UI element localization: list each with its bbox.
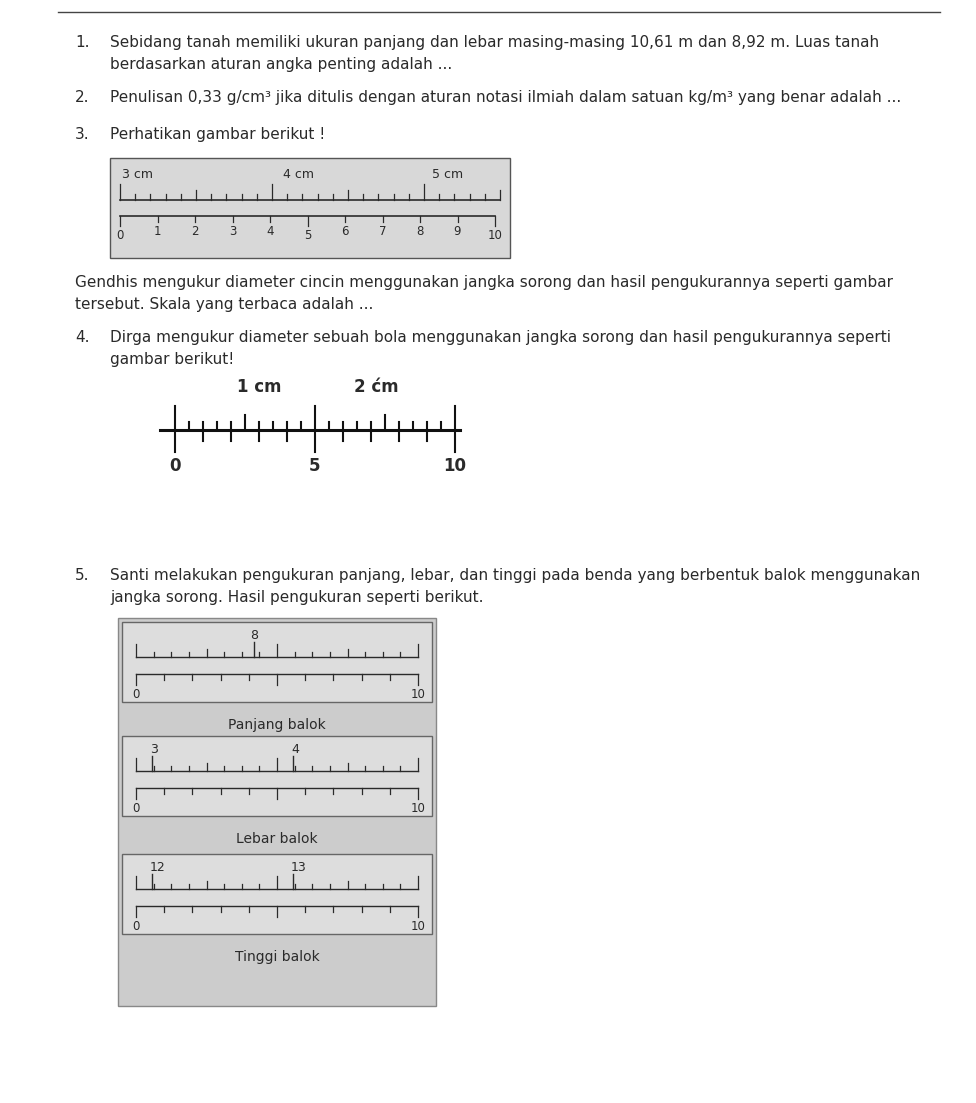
- Text: 12: 12: [150, 861, 166, 874]
- Text: 1.: 1.: [75, 35, 90, 50]
- Text: berdasarkan aturan angka penting adalah ...: berdasarkan aturan angka penting adalah …: [110, 57, 452, 72]
- Text: 4: 4: [291, 743, 299, 756]
- Text: Tinggi balok: Tinggi balok: [234, 950, 319, 964]
- Text: Panjang balok: Panjang balok: [228, 718, 326, 732]
- Text: 0: 0: [133, 920, 140, 933]
- Bar: [122, 622, 432, 702]
- Text: 10: 10: [411, 920, 426, 933]
- Text: 1: 1: [154, 225, 161, 238]
- Text: jangka sorong. Hasil pengukuran seperti berikut.: jangka sorong. Hasil pengukuran seperti …: [110, 590, 483, 606]
- Text: 10: 10: [411, 802, 426, 815]
- Text: 5.: 5.: [75, 568, 90, 583]
- Text: 6: 6: [342, 225, 348, 238]
- Text: Sebidang tanah memiliki ukuran panjang dan lebar masing-masing 10,61 m dan 8,92 : Sebidang tanah memiliki ukuran panjang d…: [110, 35, 879, 50]
- Text: 2 ćm: 2 ćm: [354, 378, 399, 396]
- Text: 1 cm: 1 cm: [237, 378, 281, 396]
- Text: 3 cm: 3 cm: [122, 168, 153, 181]
- Text: 9: 9: [454, 225, 462, 238]
- Text: 5 cm: 5 cm: [431, 168, 463, 181]
- Text: tersebut. Skala yang terbaca adalah ...: tersebut. Skala yang terbaca adalah ...: [75, 297, 374, 312]
- Text: 0: 0: [133, 802, 140, 815]
- Text: 4.: 4.: [75, 330, 90, 345]
- Text: 4 cm: 4 cm: [283, 168, 314, 181]
- Text: 3.: 3.: [75, 127, 90, 142]
- Text: Gendhis mengukur diameter cincin menggunakan jangka sorong dan hasil pengukurann: Gendhis mengukur diameter cincin menggun…: [75, 275, 893, 290]
- Text: 7: 7: [379, 225, 386, 238]
- Text: 0: 0: [133, 688, 140, 702]
- Text: Lebar balok: Lebar balok: [236, 832, 318, 846]
- Text: 13: 13: [291, 861, 306, 874]
- Text: 3: 3: [228, 225, 236, 238]
- Text: 4: 4: [266, 225, 273, 238]
- Bar: [122, 736, 432, 816]
- Text: 10: 10: [443, 457, 467, 475]
- Text: 10: 10: [488, 229, 503, 242]
- Text: 5: 5: [304, 229, 311, 242]
- Text: Penulisan 0,33 g/cm³ jika ditulis dengan aturan notasi ilmiah dalam satuan kg/m³: Penulisan 0,33 g/cm³ jika ditulis dengan…: [110, 90, 901, 105]
- Text: 0: 0: [116, 229, 124, 242]
- Text: gambar berikut!: gambar berikut!: [110, 352, 234, 367]
- Text: 5: 5: [309, 457, 321, 475]
- Bar: [122, 854, 432, 934]
- Text: 8: 8: [251, 629, 259, 642]
- Text: Dirga mengukur diameter sebuah bola menggunakan jangka sorong dan hasil pengukur: Dirga mengukur diameter sebuah bola meng…: [110, 330, 891, 345]
- Text: 2: 2: [191, 225, 199, 238]
- Text: 8: 8: [417, 225, 424, 238]
- Text: 0: 0: [169, 457, 181, 475]
- Text: Santi melakukan pengukuran panjang, lebar, dan tinggi pada benda yang berbentuk : Santi melakukan pengukuran panjang, leba…: [110, 568, 920, 583]
- Bar: [118, 618, 436, 1006]
- Text: 3: 3: [150, 743, 158, 756]
- Text: 10: 10: [411, 688, 426, 702]
- Text: Perhatikan gambar berikut !: Perhatikan gambar berikut !: [110, 127, 325, 142]
- Bar: [110, 158, 510, 258]
- Text: 2.: 2.: [75, 90, 90, 105]
